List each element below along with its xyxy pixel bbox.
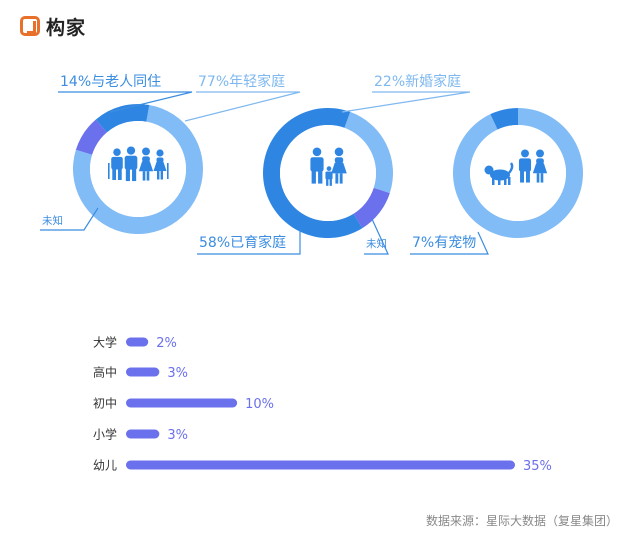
leader-line: [410, 231, 489, 255]
man-head: [521, 149, 529, 158]
slice-label: 未知: [42, 214, 63, 227]
donut-hole: [470, 125, 566, 221]
man-head: [113, 148, 121, 156]
woman-leg: [146, 171, 150, 181]
source-note: 数据来源：星际大数据（复星集团）: [425, 514, 618, 528]
slice-label: 7%有宠物: [412, 235, 476, 251]
dog-leg: [492, 177, 495, 185]
man-leg: [117, 168, 122, 181]
dog-tail: [508, 162, 514, 174]
woman-leg: [339, 173, 343, 184]
man-torso: [325, 171, 333, 180]
donut-chart: [453, 108, 583, 239]
woman-leg: [536, 173, 540, 183]
woman-leg: [335, 173, 339, 184]
dog-couple-icon: [484, 149, 548, 185]
woman-skirt: [138, 161, 154, 172]
dog-head: [484, 165, 494, 175]
man-leg: [311, 170, 316, 184]
woman-leg: [142, 171, 146, 181]
bar-value-label: 3%: [167, 366, 188, 381]
man-torso: [111, 156, 123, 170]
donut-slice: [262, 107, 363, 238]
family-icon: [108, 146, 169, 182]
man-head: [312, 147, 322, 157]
bar: [126, 367, 160, 377]
man-leg: [132, 168, 137, 182]
man-leg: [326, 178, 329, 186]
man-torso: [310, 157, 324, 172]
dog-leg: [508, 177, 511, 185]
slice-label: 未知: [366, 237, 387, 250]
category-label: 大学: [93, 335, 117, 350]
donut-chart: [73, 104, 204, 235]
woman-head: [142, 147, 150, 156]
woman-head: [334, 147, 344, 157]
man-torso: [124, 155, 138, 170]
category-label: 小学: [93, 427, 117, 442]
category-label: 高中: [93, 365, 117, 380]
bar-value-label: 35%: [523, 459, 552, 474]
woman-skirt: [153, 162, 167, 171]
donut-slice: [353, 187, 390, 229]
slice-label: 14%与老人同住: [60, 74, 161, 90]
man-leg: [318, 170, 323, 184]
woman-torso: [156, 157, 164, 163]
bar-value-label: 10%: [245, 397, 274, 412]
bar: [126, 429, 160, 439]
woman-leg: [157, 171, 160, 180]
man-head: [326, 166, 332, 171]
logo-icon: [20, 16, 40, 36]
man-leg: [329, 178, 332, 186]
donut-slice: [490, 108, 518, 130]
man-leg: [125, 168, 130, 182]
parents-child-icon: [310, 147, 347, 186]
category-label: 幼儿: [93, 459, 117, 473]
woman-leg: [540, 173, 544, 183]
leader-line: [184, 91, 301, 122]
woman-leg: [160, 171, 163, 180]
leader-line: [364, 218, 389, 255]
woman-skirt: [532, 163, 548, 174]
donut-chart: [262, 107, 393, 238]
bar: [126, 398, 238, 408]
slice-label: 58%已育家庭: [199, 234, 286, 251]
woman-head: [536, 149, 544, 158]
man-head: [126, 146, 136, 155]
woman-torso: [142, 156, 150, 162]
slice-label: 22%新婚家庭: [374, 73, 461, 90]
brand-name: 构家: [46, 16, 87, 39]
category-label: 初中: [93, 396, 117, 411]
man-leg: [112, 168, 117, 181]
dog-leg: [498, 177, 501, 185]
leader-line: [197, 230, 301, 255]
slice-label: 77%年轻家庭: [198, 73, 285, 90]
donut-slice: [95, 104, 150, 133]
bar-value-label: 3%: [167, 428, 188, 443]
leader-line: [40, 207, 99, 231]
man-leg: [520, 170, 525, 183]
bar-value-label: 2%: [156, 336, 177, 351]
donut-hole: [90, 121, 186, 217]
woman-skirt: [331, 162, 347, 174]
woman-torso: [334, 157, 344, 164]
man-torso: [518, 158, 532, 172]
cane-icon: [167, 163, 169, 179]
cane-icon: [108, 163, 110, 179]
woman-head: [156, 149, 164, 157]
man-leg: [525, 170, 530, 183]
brand-logo: 构家: [20, 12, 86, 40]
bar: [126, 337, 149, 347]
leader-line: [58, 91, 193, 113]
dog-leg: [504, 177, 507, 185]
donut-slice: [75, 119, 107, 155]
woman-torso: [536, 158, 544, 164]
donut-slice: [344, 111, 393, 194]
bar: [126, 460, 515, 470]
leader-line: [341, 91, 471, 113]
